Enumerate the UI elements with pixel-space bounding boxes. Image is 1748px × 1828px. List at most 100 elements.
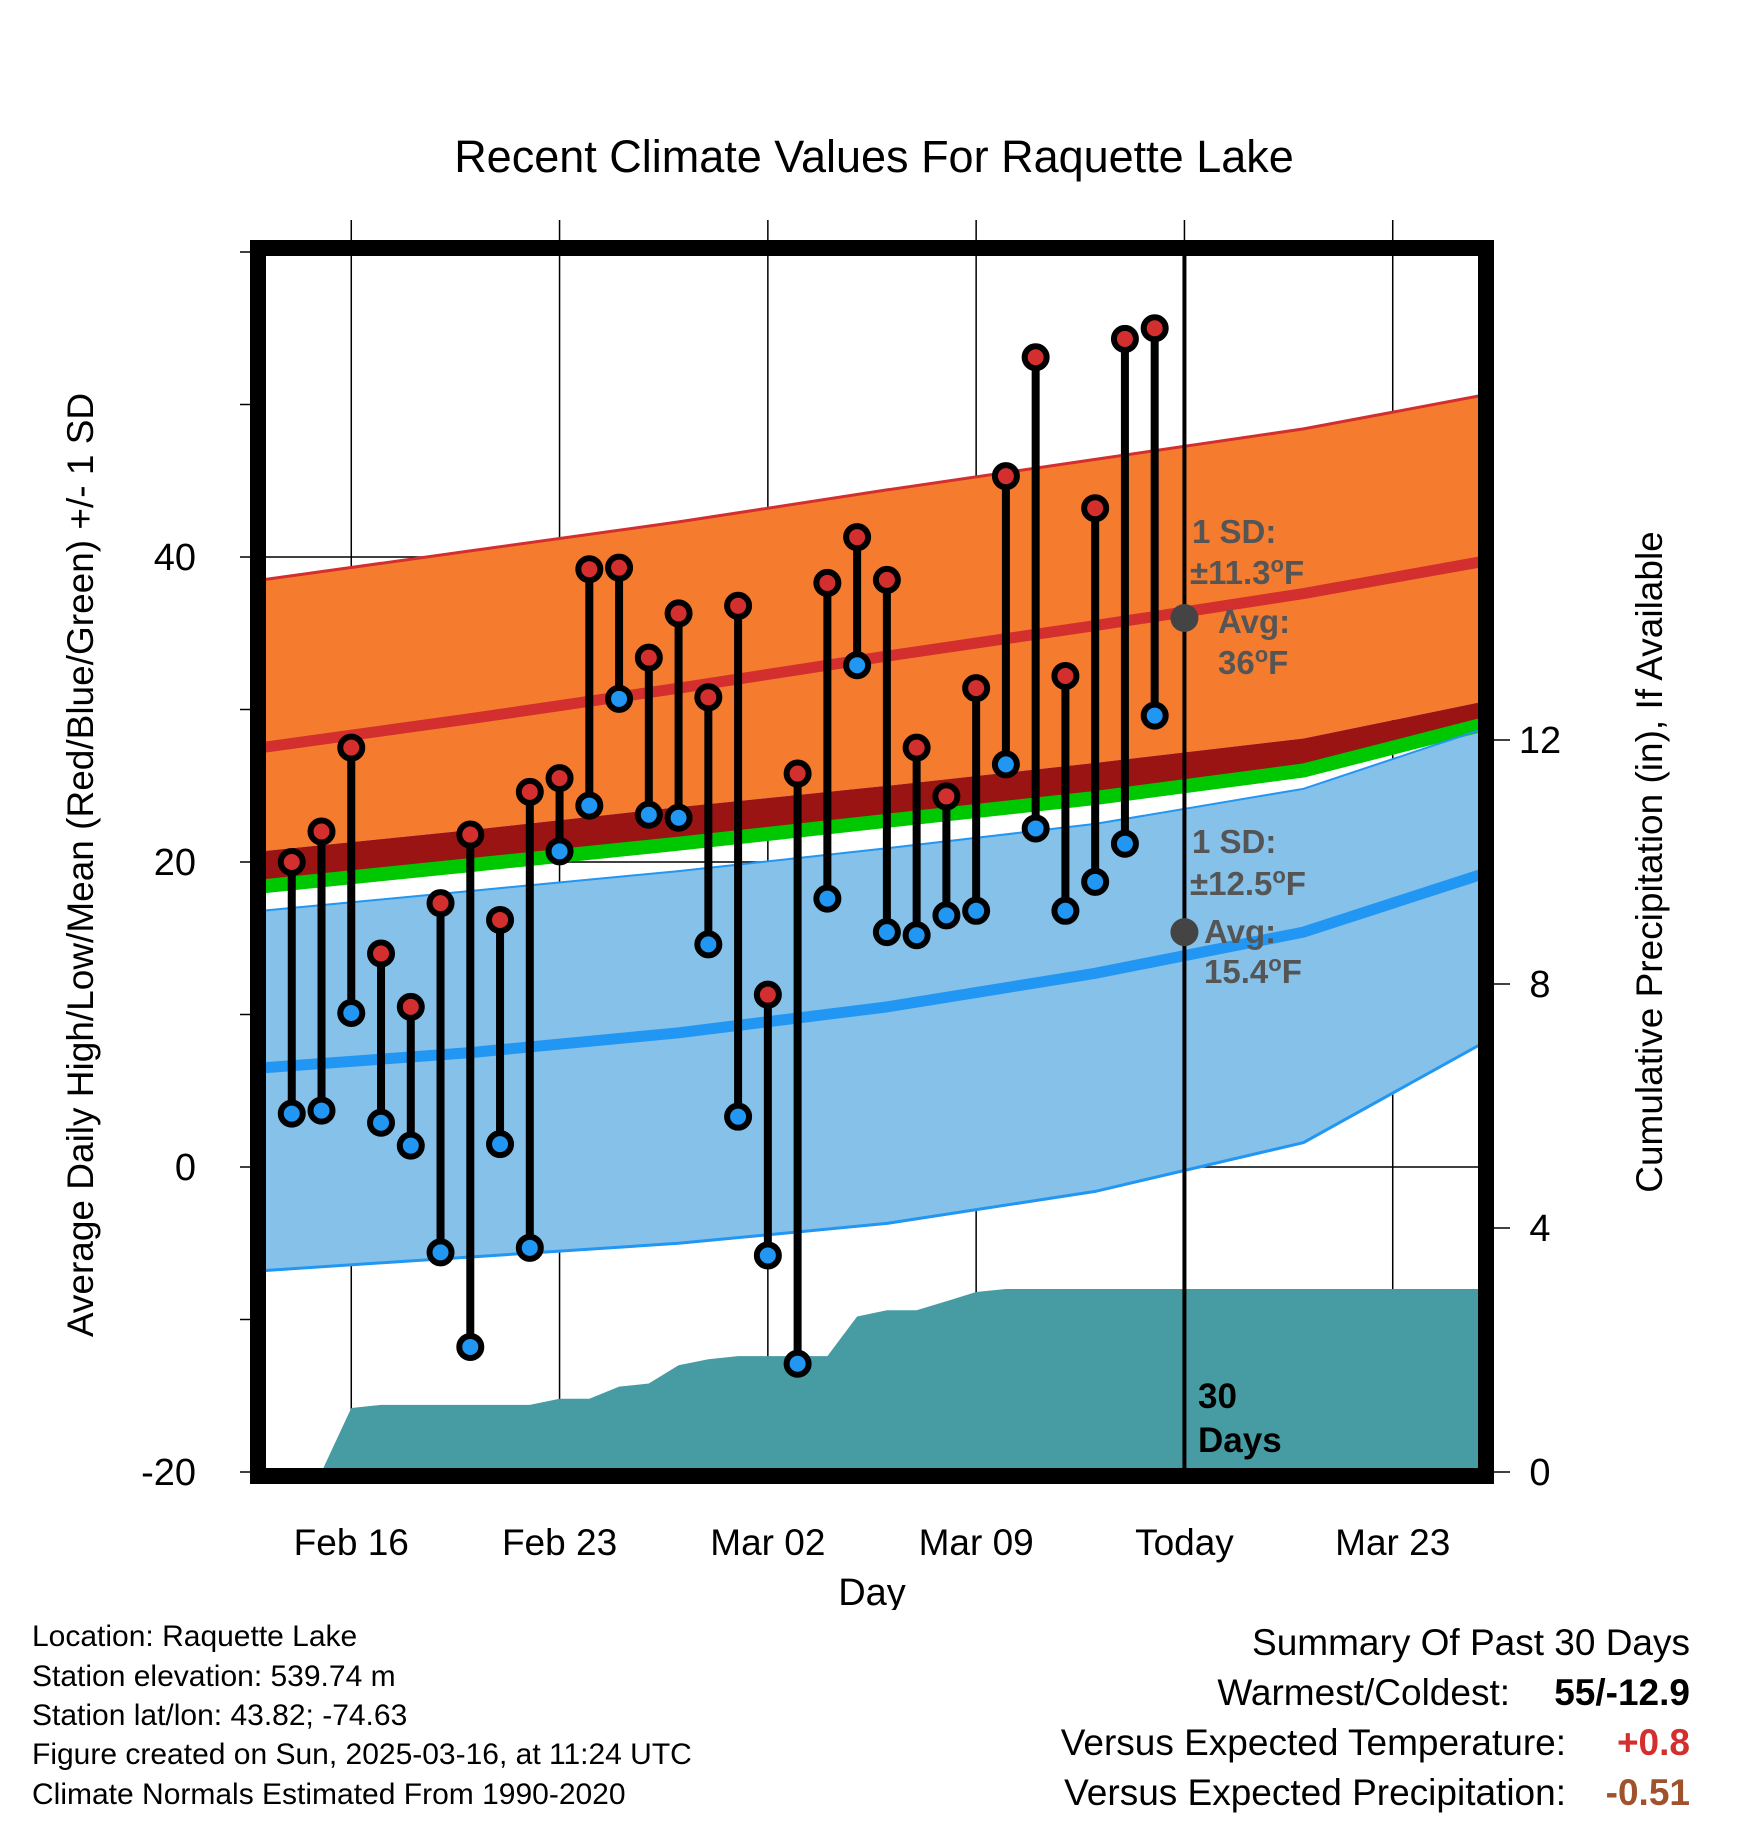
daily-high-point (426, 889, 455, 918)
high-upper-line (262, 393, 1482, 582)
daily-high-point (1021, 343, 1050, 372)
daily-high-point (783, 759, 812, 788)
high-sd-label: 1 SD: (1192, 513, 1276, 550)
daily-low-point (605, 684, 634, 713)
daily-low-point (664, 803, 693, 832)
latlon-text: Station lat/lon: 43.82; -74.63 (32, 1699, 408, 1732)
daily-high-point (1051, 661, 1080, 690)
daily-low-point (456, 1332, 485, 1361)
daily-low-point (337, 998, 366, 1027)
days-word: Days (1198, 1421, 1282, 1460)
daily-low-point (515, 1233, 544, 1262)
chart-title: Recent Climate Values For Raquette Lake (454, 131, 1294, 182)
low-sd-value: ±12.5oF (1190, 863, 1306, 902)
precipitation-area (262, 1289, 1482, 1472)
high-average-marker (1170, 604, 1199, 632)
elevation-text: Station elevation: 539.74 m (32, 1660, 396, 1693)
low-avg-label: Avg: (1204, 913, 1276, 950)
warmest-coldest-value: 55/-12.9 (1554, 1672, 1690, 1713)
daily-low-point (396, 1131, 425, 1160)
daily-low-point (902, 921, 931, 950)
daily-low-point (694, 930, 723, 959)
daily-high-point (1081, 494, 1110, 523)
plot-area (262, 252, 1482, 1472)
daily-high-point (605, 553, 634, 582)
temperature-anomaly-value: +0.8 (1616, 1722, 1690, 1763)
y-tick-label: -20 (141, 1452, 196, 1494)
daily-high-point (307, 817, 336, 846)
daily-high-point (396, 992, 425, 1021)
summary-title: Summary Of Past 30 Days (1252, 1622, 1690, 1663)
daily-low-point (426, 1238, 455, 1267)
daily-low-point (486, 1130, 515, 1159)
created-text: Figure created on Sun, 2025-03-16, at 11… (32, 1738, 692, 1771)
daily-high-point (813, 568, 842, 597)
daily-low-point (545, 837, 574, 866)
low-average-marker (1170, 918, 1199, 947)
y-tick-label: 0 (175, 1147, 196, 1189)
daily-high-point (664, 599, 693, 628)
daily-low-point (1110, 829, 1139, 858)
high-sd-value: ±11.3oF (1190, 552, 1304, 591)
y-tick-label: 40 (154, 537, 196, 579)
daily-high-point (872, 565, 901, 594)
daily-low-point (783, 1349, 812, 1378)
y2-tick-label: 8 (1529, 964, 1550, 1006)
high-sd-band (262, 395, 1482, 852)
high-avg-value: 36oF (1218, 642, 1288, 681)
x-tick-label: Today (1135, 1522, 1234, 1563)
daily-high-point (753, 980, 782, 1009)
daily-high-point (337, 733, 366, 762)
daily-low-point (575, 791, 604, 820)
daily-high-point (515, 777, 544, 806)
daily-high-point (277, 848, 306, 876)
y-tick-label: 20 (154, 842, 196, 884)
x-tick-label: Mar 02 (710, 1522, 825, 1563)
daily-high-point (486, 905, 515, 934)
daily-high-point (634, 643, 663, 672)
daily-low-point (724, 1102, 753, 1131)
warmest-coldest-label: Warmest/Coldest: (1217, 1672, 1510, 1713)
daily-low-point (1081, 867, 1110, 896)
daily-low-point (1021, 814, 1050, 843)
daily-high-point (456, 820, 485, 849)
daily-low-point (277, 1099, 306, 1128)
precipitation-anomaly-label: Versus Expected Precipitation: (1064, 1772, 1566, 1813)
location-text: Location: Raquette Lake (32, 1620, 358, 1653)
daily-low-point (753, 1241, 782, 1270)
x-axis-label: Day (838, 1572, 906, 1610)
temperature-anomaly-label: Versus Expected Temperature: (1060, 1722, 1566, 1763)
low-sd-band (262, 729, 1482, 1271)
daily-high-point (1110, 324, 1139, 353)
daily-high-point (545, 764, 574, 793)
x-tick-label: Mar 09 (919, 1522, 1034, 1563)
high-avg-label: Avg: (1218, 603, 1290, 640)
x-tick-label: Feb 16 (294, 1522, 409, 1563)
x-tick-label: Mar 23 (1335, 1522, 1450, 1563)
daily-low-point (367, 1108, 396, 1137)
daily-low-point (991, 750, 1020, 779)
axis-ticks: Feb 16 Feb 23 Mar 02 Mar 09 Today Mar 23 -20 0 2… (141, 251, 1561, 1563)
daily-high-point (991, 462, 1020, 491)
y2-axis-label: Cumulative Precipitation (in), If Availa… (1629, 531, 1670, 1193)
daily-high-point (724, 591, 753, 620)
y2-tick-label: 0 (1529, 1452, 1550, 1494)
daily-low-point (1140, 701, 1169, 730)
y2-tick-label: 4 (1529, 1208, 1550, 1250)
daily-low-point (962, 896, 991, 925)
x-tick-label: Feb 23 (502, 1522, 617, 1563)
temperature-marks (277, 314, 1169, 1378)
normals-text: Climate Normals Estimated From 1990-2020 (32, 1778, 626, 1811)
daily-high-point (843, 523, 872, 552)
daily-low-point (932, 901, 961, 930)
daily-low-point (843, 651, 872, 680)
daily-low-point (813, 884, 842, 913)
climate-chart: Recent Climate Values For Raquette Lake … (60, 131, 1670, 1610)
daily-high-point (1140, 314, 1169, 343)
y2-tick-label: 12 (1519, 720, 1561, 762)
daily-low-point (872, 918, 901, 947)
daily-high-point (367, 939, 396, 968)
daily-high-point (694, 683, 723, 712)
daily-high-point (962, 674, 991, 703)
low-avg-value: 15.4oF (1204, 951, 1302, 990)
